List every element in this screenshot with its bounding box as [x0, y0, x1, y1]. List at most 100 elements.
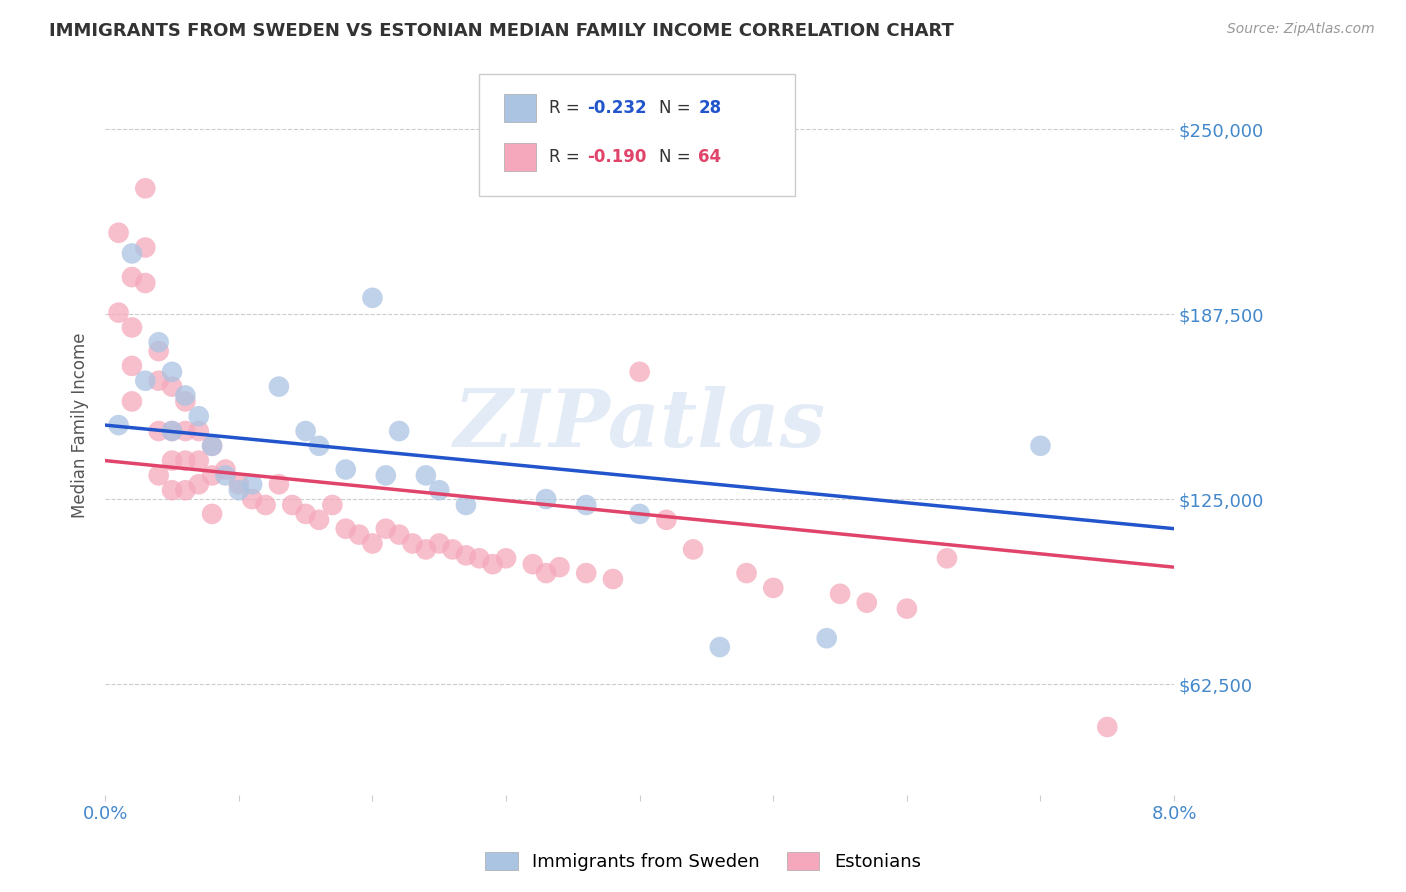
FancyBboxPatch shape — [479, 74, 794, 195]
Point — [628, 365, 651, 379]
Point — [174, 424, 197, 438]
Point — [1029, 439, 1052, 453]
Point — [148, 374, 170, 388]
Point — [335, 462, 357, 476]
Point — [187, 409, 209, 424]
Point — [121, 320, 143, 334]
Point — [522, 558, 544, 572]
Point — [121, 394, 143, 409]
Point — [160, 483, 183, 498]
Point — [201, 507, 224, 521]
Point — [374, 522, 396, 536]
Point — [388, 527, 411, 541]
Point — [187, 424, 209, 438]
Point — [267, 477, 290, 491]
Point — [254, 498, 277, 512]
Point — [427, 536, 450, 550]
Point — [134, 374, 156, 388]
Point — [682, 542, 704, 557]
Point — [347, 527, 370, 541]
FancyBboxPatch shape — [503, 95, 536, 122]
Point — [308, 513, 330, 527]
Point — [148, 344, 170, 359]
Point — [575, 566, 598, 580]
Point — [281, 498, 304, 512]
Point — [201, 468, 224, 483]
Point — [174, 388, 197, 402]
Point — [228, 477, 250, 491]
Point — [709, 640, 731, 654]
Y-axis label: Median Family Income: Median Family Income — [72, 333, 89, 518]
Point — [454, 498, 477, 512]
Point — [160, 424, 183, 438]
Legend: Immigrants from Sweden, Estonians: Immigrants from Sweden, Estonians — [478, 845, 928, 879]
Point — [160, 453, 183, 467]
Point — [148, 468, 170, 483]
Point — [107, 226, 129, 240]
Point — [201, 439, 224, 453]
Point — [361, 291, 384, 305]
Point — [240, 492, 263, 507]
Text: 64: 64 — [699, 148, 721, 166]
Point — [308, 439, 330, 453]
Point — [228, 483, 250, 498]
Text: N =: N = — [659, 99, 696, 118]
Point — [134, 240, 156, 254]
Point — [121, 270, 143, 285]
Text: R =: R = — [548, 99, 585, 118]
Point — [361, 536, 384, 550]
Text: R =: R = — [548, 148, 585, 166]
Point — [762, 581, 785, 595]
Point — [107, 305, 129, 319]
Point — [121, 359, 143, 373]
Point — [628, 507, 651, 521]
Point — [936, 551, 959, 566]
Point — [240, 477, 263, 491]
Point — [1097, 720, 1119, 734]
Point — [441, 542, 464, 557]
FancyBboxPatch shape — [503, 144, 536, 171]
Text: 28: 28 — [699, 99, 721, 118]
Point — [388, 424, 411, 438]
Point — [160, 379, 183, 393]
Point — [107, 418, 129, 433]
Point — [468, 551, 491, 566]
Point — [534, 492, 557, 507]
Point — [335, 522, 357, 536]
Point — [855, 596, 877, 610]
Point — [415, 468, 437, 483]
Point — [534, 566, 557, 580]
Point — [481, 558, 503, 572]
Point — [427, 483, 450, 498]
Point — [160, 424, 183, 438]
Point — [321, 498, 343, 512]
Point — [174, 394, 197, 409]
Point — [548, 560, 571, 574]
Point — [174, 483, 197, 498]
Point — [148, 335, 170, 350]
Point — [187, 453, 209, 467]
Text: IMMIGRANTS FROM SWEDEN VS ESTONIAN MEDIAN FAMILY INCOME CORRELATION CHART: IMMIGRANTS FROM SWEDEN VS ESTONIAN MEDIA… — [49, 22, 955, 40]
Point — [294, 424, 316, 438]
Point — [294, 507, 316, 521]
Point — [121, 246, 143, 260]
Text: Source: ZipAtlas.com: Source: ZipAtlas.com — [1227, 22, 1375, 37]
Text: N =: N = — [659, 148, 696, 166]
Point — [148, 424, 170, 438]
Point — [815, 631, 838, 645]
Point — [187, 477, 209, 491]
Point — [174, 453, 197, 467]
Point — [134, 181, 156, 195]
Point — [401, 536, 423, 550]
Point — [201, 439, 224, 453]
Text: ZIPatlas: ZIPatlas — [454, 386, 825, 464]
Point — [160, 365, 183, 379]
Point — [214, 468, 236, 483]
Point — [602, 572, 624, 586]
Point — [134, 276, 156, 290]
Point — [575, 498, 598, 512]
Point — [374, 468, 396, 483]
Point — [735, 566, 758, 580]
Text: -0.190: -0.190 — [588, 148, 647, 166]
Point — [214, 462, 236, 476]
